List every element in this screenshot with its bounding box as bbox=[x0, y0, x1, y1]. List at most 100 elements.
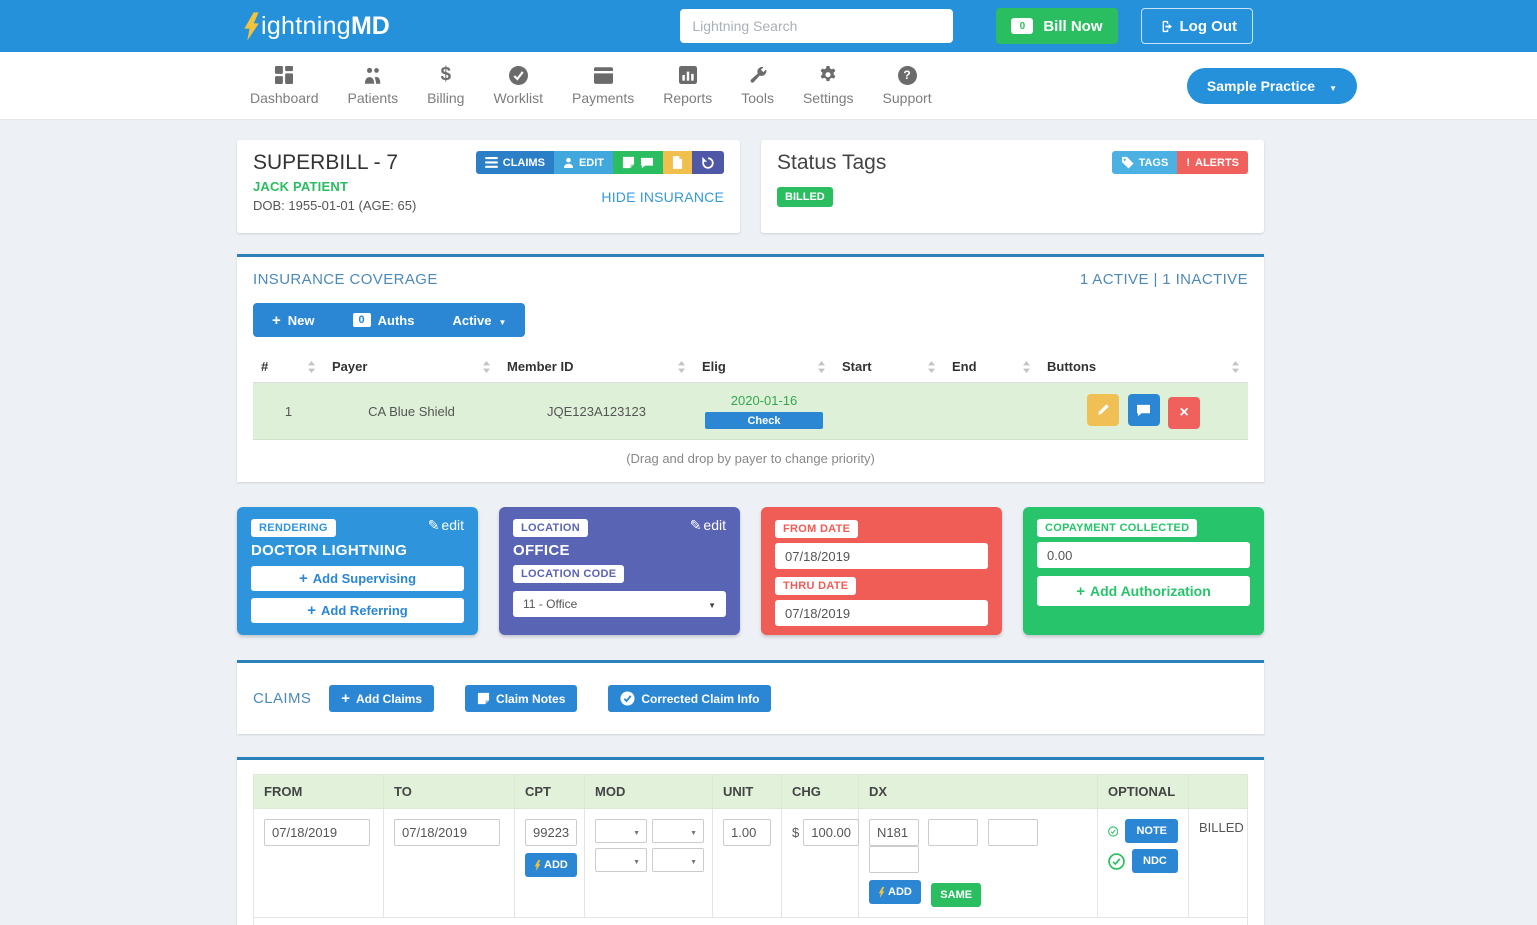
insurance-section-title: INSURANCE COVERAGE bbox=[253, 271, 438, 288]
copayment-input[interactable] bbox=[1037, 542, 1250, 568]
main-nav: Dashboard Patients Billing Worklist Paym… bbox=[0, 52, 1537, 120]
dx2-input[interactable] bbox=[928, 819, 979, 846]
claims-section-title: CLAIMS bbox=[253, 690, 312, 707]
nav-item-support[interactable]: Support bbox=[883, 65, 932, 106]
nav-item-reports[interactable]: Reports bbox=[663, 65, 712, 106]
nav-item-dashboard[interactable]: Dashboard bbox=[250, 65, 319, 106]
dx4-input[interactable] bbox=[869, 846, 919, 873]
tags-button[interactable]: TAGS bbox=[1111, 151, 1178, 174]
history-button[interactable] bbox=[692, 151, 724, 174]
sort-icon[interactable] bbox=[307, 360, 316, 373]
notes-comments-button[interactable] bbox=[613, 151, 663, 174]
history-icon bbox=[702, 156, 714, 169]
status-tags-title: Status Tags bbox=[777, 151, 887, 174]
check-circle-icon bbox=[1108, 825, 1119, 837]
insurance-active-summary[interactable]: 1 ACTIVE | 1 INACTIVE bbox=[1079, 271, 1248, 288]
rendering-provider-name: DOCTOR LIGHTNING bbox=[251, 542, 408, 559]
nav-item-billing[interactable]: Billing bbox=[427, 65, 464, 106]
cpt-code-input[interactable] bbox=[525, 819, 577, 846]
edit-location-link[interactable]: edit bbox=[690, 517, 726, 534]
insurance-comment-button[interactable] bbox=[1127, 394, 1160, 426]
ndc-button[interactable]: NDC bbox=[1132, 849, 1178, 873]
new-insurance-button[interactable]: New bbox=[253, 303, 334, 337]
add-referring-button[interactable]: Add Referring bbox=[251, 598, 464, 623]
pencil-icon bbox=[690, 517, 704, 533]
search-input[interactable] bbox=[680, 9, 954, 43]
sort-icon[interactable] bbox=[927, 360, 936, 373]
edit-rendering-link[interactable]: edit bbox=[428, 517, 464, 534]
location-code-select[interactable]: 11 - Office bbox=[513, 591, 726, 617]
add-authorization-label: Add Authorization bbox=[1089, 583, 1211, 599]
corrected-claim-info-button[interactable]: Corrected Claim Info bbox=[608, 685, 772, 712]
nav-item-patients[interactable]: Patients bbox=[348, 65, 398, 106]
auths-button[interactable]: 0 Auths bbox=[334, 303, 434, 337]
add-supervising-button[interactable]: Add Supervising bbox=[251, 566, 464, 591]
add-claims-label: Add Claims bbox=[356, 691, 423, 706]
mod3-select[interactable] bbox=[595, 848, 647, 872]
bill-now-button[interactable]: 0 Bill Now bbox=[996, 8, 1118, 44]
app-logo[interactable]: ightning MD bbox=[243, 12, 390, 41]
alerts-button[interactable]: ALERTS bbox=[1177, 151, 1248, 174]
col-optional: OPTIONAL bbox=[1097, 774, 1189, 809]
charge-from-date-input[interactable] bbox=[264, 819, 370, 846]
mod2-select[interactable] bbox=[652, 819, 704, 843]
logout-label: Log Out bbox=[1179, 17, 1237, 35]
pencil-icon bbox=[428, 517, 442, 533]
unit-input[interactable] bbox=[723, 819, 771, 846]
sort-icon[interactable] bbox=[482, 360, 491, 373]
add-charge-line-row: ADD CHARGE LINE bbox=[253, 916, 1248, 925]
nav-item-settings[interactable]: Settings bbox=[803, 65, 854, 106]
mod4-select[interactable] bbox=[652, 848, 704, 872]
nav-label: Billing bbox=[427, 90, 465, 106]
edit-patient-button[interactable]: EDIT bbox=[553, 151, 613, 174]
active-filter-dropdown[interactable]: Active bbox=[433, 303, 525, 337]
chevron-down-icon bbox=[708, 597, 716, 611]
dx1-input[interactable] bbox=[869, 819, 919, 846]
charge-amount-input[interactable] bbox=[803, 819, 860, 846]
nav-item-worklist[interactable]: Worklist bbox=[493, 65, 543, 106]
nav-item-payments[interactable]: Payments bbox=[572, 65, 634, 106]
note-button[interactable]: NOTE bbox=[1125, 819, 1178, 843]
patient-name[interactable]: JACK PATIENT bbox=[253, 179, 349, 194]
claim-notes-button[interactable]: Claim Notes bbox=[465, 685, 578, 712]
thru-date-input[interactable] bbox=[775, 600, 988, 626]
add-authorization-button[interactable]: Add Authorization bbox=[1037, 576, 1250, 606]
plus-icon bbox=[272, 312, 281, 329]
insurance-row[interactable]: 1 CA Blue Shield JQE123A123123 2020-01-1… bbox=[253, 382, 1248, 440]
sort-icon[interactable] bbox=[1231, 360, 1240, 373]
sort-icon[interactable] bbox=[817, 360, 826, 373]
add-supervising-label: Add Supervising bbox=[312, 571, 417, 586]
pencil-icon bbox=[1098, 403, 1109, 415]
check-eligibility-button[interactable]: Check bbox=[705, 412, 823, 429]
delete-insurance-button[interactable] bbox=[1168, 396, 1201, 429]
chevron-down-icon bbox=[499, 313, 507, 328]
sort-icon[interactable] bbox=[677, 360, 686, 373]
nav-item-tools[interactable]: Tools bbox=[741, 65, 774, 106]
edit-insurance-button[interactable] bbox=[1086, 393, 1119, 426]
rendering-panel: RENDERING edit DOCTOR LIGHTNING Add Supe… bbox=[237, 507, 478, 635]
from-date-input[interactable] bbox=[775, 543, 988, 569]
dx3-input[interactable] bbox=[987, 819, 1038, 846]
insurance-table: # Payer Member ID Elig Start End Buttons… bbox=[253, 351, 1248, 440]
cpt-add-button[interactable]: ADD bbox=[525, 853, 577, 877]
claims-button-label: CLAIMS bbox=[502, 156, 545, 169]
practice-selector-button[interactable]: Sample Practice bbox=[1186, 67, 1357, 104]
patients-icon bbox=[363, 65, 382, 85]
nav-label: Support bbox=[882, 90, 932, 106]
claims-button[interactable]: CLAIMS bbox=[475, 151, 554, 174]
hide-insurance-link[interactable]: HIDE INSURANCE bbox=[601, 189, 724, 205]
charge-to-date-input[interactable] bbox=[394, 819, 500, 846]
drag-drop-note: (Drag and drop by payer to change priori… bbox=[626, 451, 875, 466]
dx-add-button[interactable]: ADD bbox=[869, 880, 921, 904]
mod1-select[interactable] bbox=[595, 819, 647, 843]
pdf-button[interactable] bbox=[663, 151, 692, 174]
rendering-badge: RENDERING bbox=[251, 519, 336, 537]
sort-icon[interactable] bbox=[1022, 360, 1031, 373]
claims-section: CLAIMS Add Claims Claim Notes Corrected … bbox=[237, 660, 1264, 734]
logout-button[interactable]: Log Out bbox=[1140, 8, 1253, 44]
nav-label: Dashboard bbox=[250, 90, 319, 106]
claim-notes-label: Claim Notes bbox=[496, 691, 566, 706]
dx-same-button[interactable]: SAME bbox=[931, 882, 982, 907]
add-claims-button[interactable]: Add Claims bbox=[329, 685, 435, 712]
